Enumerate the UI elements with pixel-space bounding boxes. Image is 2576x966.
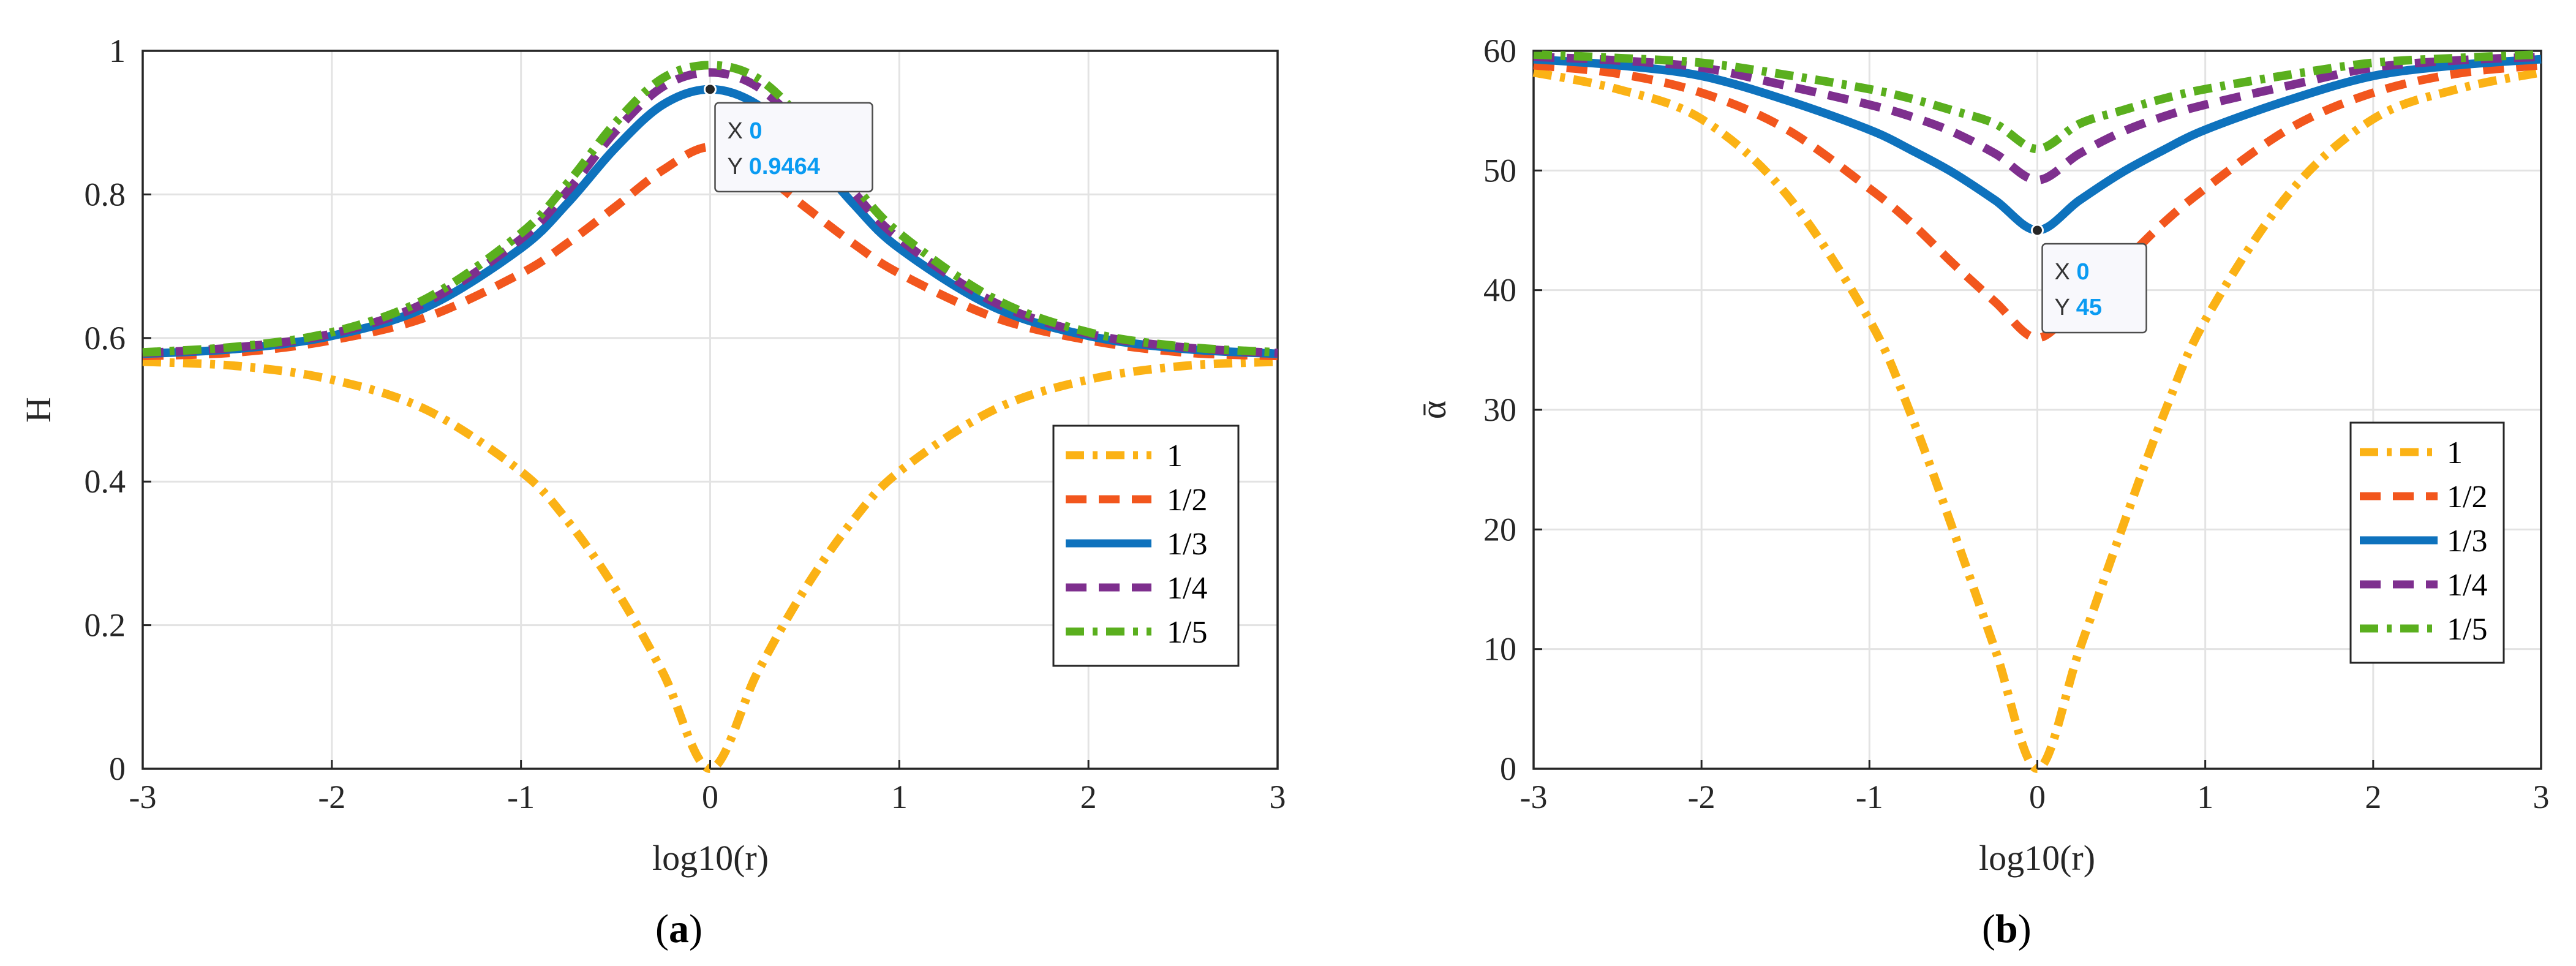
tick-labels-a: -3 -2 -1 0 1 2 3 0 0.2 0.4 0.6 0.8 1 (85, 32, 1286, 815)
datatip-y-key: Y (2055, 295, 2076, 320)
y-tick-label: 40 (1483, 272, 1516, 309)
x-tick-label: 2 (1080, 779, 1097, 815)
datatip-marker[interactable] (704, 83, 717, 96)
datatip-x-row: X 0 (728, 118, 763, 144)
y-tick-label: 0.8 (85, 176, 126, 213)
series-line-1-4 (1533, 52, 2542, 184)
legend-label: 1/4 (1167, 571, 1207, 606)
y-tick-label: 0.6 (85, 320, 126, 357)
series-line-1 (142, 357, 1278, 773)
y-tick-label: 1 (109, 32, 126, 69)
x-tick-label: -1 (507, 779, 535, 815)
x-tick-label: -1 (1856, 779, 1883, 815)
datatip-x-key: X (2055, 259, 2077, 285)
y-tick-label: 30 (1483, 391, 1516, 428)
caption-a: (a) (655, 907, 702, 951)
datatip-b[interactable]: X 0Y 45 (2031, 224, 2147, 334)
x-tick-label: 0 (702, 779, 718, 815)
series-line-1-5 (1533, 50, 2542, 154)
legend-label: 1 (2447, 436, 2463, 470)
caption-b: (b) (1982, 907, 2032, 951)
x-tick-label: -3 (129, 779, 157, 815)
datatip-box (2041, 243, 2147, 334)
datatip-x-value: 0 (2076, 259, 2089, 285)
legend-label: 1/2 (2447, 480, 2487, 515)
y-tick-label: 0.2 (85, 607, 126, 644)
datatip-box (714, 102, 873, 193)
legend-label: 1/3 (2447, 524, 2487, 559)
y-tick-label: 60 (1483, 32, 1516, 69)
datatip-x-row: X 0 (2055, 259, 2090, 285)
y-tick-label: 0 (109, 750, 126, 787)
x-tick-label: -3 (1520, 779, 1548, 815)
x-tick-label: 1 (2197, 779, 2213, 815)
legend-label: 1/5 (1167, 615, 1207, 650)
legend-b: 1 1/2 1/3 1/4 1/5 (2349, 421, 2505, 664)
x-axis-label-a: log10(r) (652, 838, 769, 878)
x-tick-label: 1 (891, 779, 908, 815)
datatip-y-row: Y 0.9464 (728, 154, 820, 179)
caption-letter-b: b (1995, 907, 2018, 951)
datatip-y-key: Y (728, 154, 749, 179)
caption-letter-a: a (669, 907, 689, 951)
datatip-y-row: Y 45 (2055, 295, 2103, 320)
legend-label: 1/5 (2447, 612, 2487, 647)
series-line-1-4 (142, 68, 1278, 358)
y-tick-label: 20 (1483, 511, 1516, 548)
legend-label: 1/4 (2447, 568, 2487, 603)
datatip-marker[interactable] (2031, 224, 2044, 237)
x-tick-label: 3 (2533, 779, 2550, 815)
y-tick-label: 50 (1483, 152, 1516, 189)
datatip-y-value: 45 (2076, 295, 2102, 320)
legend-label: 1 (1167, 439, 1183, 474)
series-line-1-5 (142, 61, 1278, 357)
y-axis-label-b: ᾱ (1414, 401, 1453, 419)
datatip-a[interactable]: X 0Y 0.9464 (704, 83, 873, 193)
x-tick-label: 2 (2365, 779, 2381, 815)
legend-label: 1/3 (1167, 527, 1207, 562)
legend-label: 1/2 (1167, 483, 1207, 518)
x-tick-label: 0 (2029, 779, 2046, 815)
panel-a: -3 -2 -1 0 1 2 3 0 0.2 0.4 0.6 0.8 1 log10(r) H 1 1/2… (18, 32, 1286, 951)
datatip-y-value: 0.9464 (749, 154, 820, 179)
x-tick-label: 3 (1270, 779, 1286, 815)
y-tick-label: 0.4 (85, 463, 126, 500)
series-line-1-2 (1533, 61, 2542, 342)
x-tick-label: -2 (1688, 779, 1715, 815)
x-tick-label: -2 (318, 779, 345, 815)
x-axis-label-b: log10(r) (1979, 838, 2095, 878)
datatip-x-value: 0 (749, 118, 762, 144)
datatip-x-key: X (728, 118, 750, 144)
y-tick-label: 10 (1483, 631, 1516, 668)
y-axis-label-a: H (18, 397, 58, 423)
series-line-1-2 (142, 143, 1278, 361)
legend-a: 1 1/2 1/3 1/4 1/5 (1052, 425, 1240, 667)
y-tick-label: 0 (1500, 750, 1516, 787)
